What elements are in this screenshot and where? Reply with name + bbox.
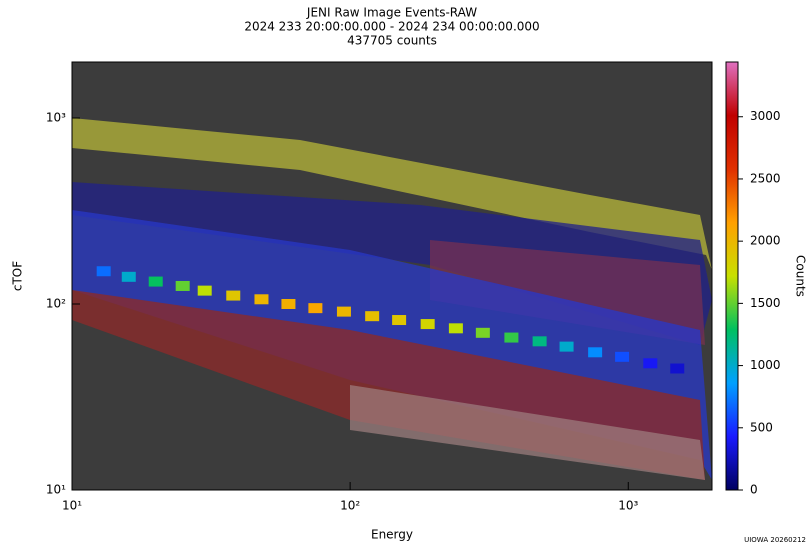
heatmap-cell	[226, 290, 241, 301]
heatmap-cell	[559, 341, 574, 352]
y-tick-label: 10¹	[46, 483, 66, 497]
heatmap-cell	[281, 298, 296, 309]
heatmap-cell	[588, 347, 603, 358]
heatmap-cell	[365, 311, 380, 322]
colorbar-tick-label: 3000	[750, 109, 781, 123]
y-tick-label: 10²	[46, 296, 66, 310]
heatmap-cell	[420, 319, 435, 330]
x-tick-label: 10²	[340, 499, 360, 513]
y-tick-label: 10³	[46, 110, 66, 124]
heatmap-cell	[308, 303, 323, 314]
colorbar-tick-label: 1000	[750, 358, 781, 372]
footer: UIOWA 20260212	[744, 536, 806, 544]
heatmap-cell	[254, 294, 269, 305]
heatmap-cell	[96, 266, 111, 277]
colorbar-tick-label: 2000	[750, 234, 781, 248]
colorbar-label: Counts	[794, 255, 808, 297]
colorbar-tick-label: 0	[750, 483, 758, 497]
heatmap-cell	[504, 332, 519, 343]
event-band	[72, 182, 712, 345]
chart-subtitle: 2024 233 20:00:00.000 - 2024 234 00:00:0…	[244, 20, 539, 34]
heatmap-cell	[175, 280, 190, 291]
colorbar-tick-label: 2500	[750, 171, 781, 185]
y-axis-label: cTOF	[11, 261, 25, 291]
heatmap-cell	[448, 323, 463, 334]
heatmap-cell	[475, 327, 490, 338]
chart-title: JENI Raw Image Events-RAW	[306, 6, 477, 20]
colorbar-tick-label: 500	[750, 420, 773, 434]
plot-frame	[71, 61, 713, 491]
heatmap-cell	[643, 358, 658, 369]
x-tick-label: 10¹	[62, 499, 82, 513]
heatmap-cell	[148, 276, 163, 287]
heatmap-cell	[121, 271, 136, 282]
x-tick-label: 10³	[618, 499, 638, 513]
heatmap-cell	[197, 285, 212, 296]
event-band	[72, 118, 712, 270]
colorbar-tick-label: 1500	[750, 296, 781, 310]
heatmap-cell	[336, 306, 351, 317]
annotation: 437705 counts	[347, 34, 437, 48]
heatmap-cell	[392, 315, 407, 326]
event-band	[350, 385, 705, 480]
x-axis-label: Energy	[371, 528, 413, 542]
heatmap-cell	[670, 363, 685, 374]
heatmap-cell	[615, 351, 630, 362]
heatmap-cell	[532, 336, 547, 347]
colorbar	[725, 61, 739, 491]
